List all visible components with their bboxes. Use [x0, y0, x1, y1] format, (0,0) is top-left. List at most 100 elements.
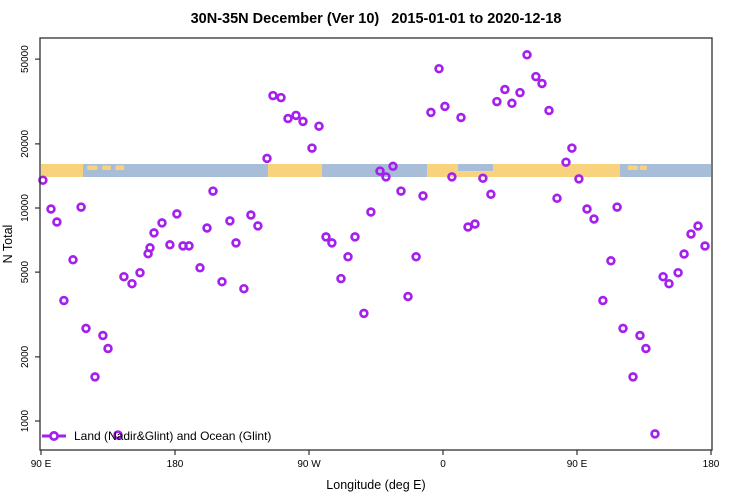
y-tick-label: 10000 [20, 194, 31, 222]
data-point [544, 105, 554, 116]
data-point [456, 112, 466, 123]
x-axis-label: Longitude (deg E) [326, 478, 425, 492]
x-tick-label: 90 W [297, 459, 321, 470]
data-point [262, 153, 272, 164]
data-point [336, 273, 346, 284]
data-point [561, 157, 571, 167]
data-point [298, 116, 308, 127]
y-axis-label: N Total [1, 225, 15, 264]
data-point [641, 343, 651, 354]
data-point [598, 295, 608, 306]
strip-island-speck [115, 165, 125, 170]
data-point [628, 372, 638, 382]
data-point [366, 207, 376, 217]
data-point [231, 238, 241, 248]
plot-frame [39, 37, 713, 451]
data-point [359, 308, 369, 319]
strip-segment-land [268, 164, 322, 177]
data-point [113, 430, 123, 440]
data-point [52, 217, 62, 227]
data-point [447, 172, 457, 182]
data-point [68, 255, 78, 265]
data-point [253, 221, 263, 231]
data-point [321, 232, 331, 242]
legend-marker-icon [49, 431, 59, 441]
data-point [434, 63, 444, 74]
data-point [396, 186, 406, 196]
data-point [350, 232, 360, 242]
data-point [635, 330, 645, 341]
strip-island-speck [87, 165, 98, 170]
land-ocean-strip [41, 164, 711, 177]
data-point [426, 107, 436, 118]
chart-title: 30N-35N December (Ver 10) 2015-01-01 to … [191, 11, 562, 27]
data-point [700, 241, 710, 251]
data-point [381, 172, 391, 182]
data-point [135, 267, 145, 278]
data-point [492, 96, 502, 107]
x-tick-label: 90 E [567, 459, 588, 470]
data-point [307, 143, 317, 153]
data-point [314, 121, 324, 131]
data-point [195, 263, 205, 273]
data-point [403, 291, 413, 302]
strip-segment-land [493, 164, 621, 177]
data-point [184, 241, 194, 251]
strip-island-speck [627, 165, 639, 170]
data-point [149, 228, 159, 238]
data-point [664, 278, 674, 289]
strip-segment-ocean [82, 164, 269, 177]
y-tick-label: 20000 [20, 130, 31, 158]
data-point [537, 78, 547, 89]
data-point [46, 204, 56, 214]
data-point [606, 256, 616, 266]
data-point [343, 252, 353, 262]
x-tick-label: 0 [440, 459, 446, 470]
x-tick-label: 180 [167, 459, 184, 470]
strip-island-speck [102, 165, 111, 170]
data-point [650, 429, 660, 439]
data-point [411, 252, 421, 262]
data-point [145, 243, 155, 253]
data-point [157, 218, 167, 228]
data-point [531, 71, 541, 82]
data-point [119, 271, 129, 282]
data-point [103, 343, 113, 354]
data-point [470, 219, 480, 229]
y-tick-label: 5000 [20, 261, 31, 284]
strip-segment-ocean [458, 164, 494, 172]
data-points-group [38, 50, 710, 440]
x-tick-label: 180 [703, 459, 720, 470]
data-point [522, 50, 532, 60]
legend-label: Land (Nadir&Glint) and Ocean (Glint) [74, 429, 271, 443]
data-point [686, 229, 696, 239]
y-axis-ticks: 1000 2000 5000 10000 20000 50000 [20, 45, 40, 432]
y-tick-label: 50000 [20, 45, 31, 73]
data-point [440, 101, 450, 112]
data-point [246, 210, 256, 220]
x-tick-label: 90 E [31, 459, 52, 470]
data-point [217, 276, 227, 287]
data-point [59, 295, 69, 306]
data-point [618, 323, 628, 334]
strip-segment-land [41, 164, 83, 177]
y-tick-label: 2000 [20, 345, 31, 368]
strip-segment-land [458, 171, 494, 177]
data-point [507, 98, 517, 109]
data-point [90, 372, 100, 382]
strip-segment-ocean [321, 164, 428, 177]
data-point [172, 209, 182, 219]
x-axis-ticks: 90 E 180 90 W 0 90 E 180 [31, 450, 720, 470]
data-point [515, 87, 525, 98]
data-point [202, 223, 212, 233]
data-point [658, 271, 668, 282]
data-point [239, 283, 249, 294]
legend: Land (Nadir&Glint) and Ocean (Glint) [42, 429, 271, 443]
data-point [478, 173, 488, 183]
data-point [283, 113, 293, 124]
y-tick-label: 1000 [20, 409, 31, 432]
data-point [418, 191, 428, 201]
data-point [486, 189, 496, 200]
